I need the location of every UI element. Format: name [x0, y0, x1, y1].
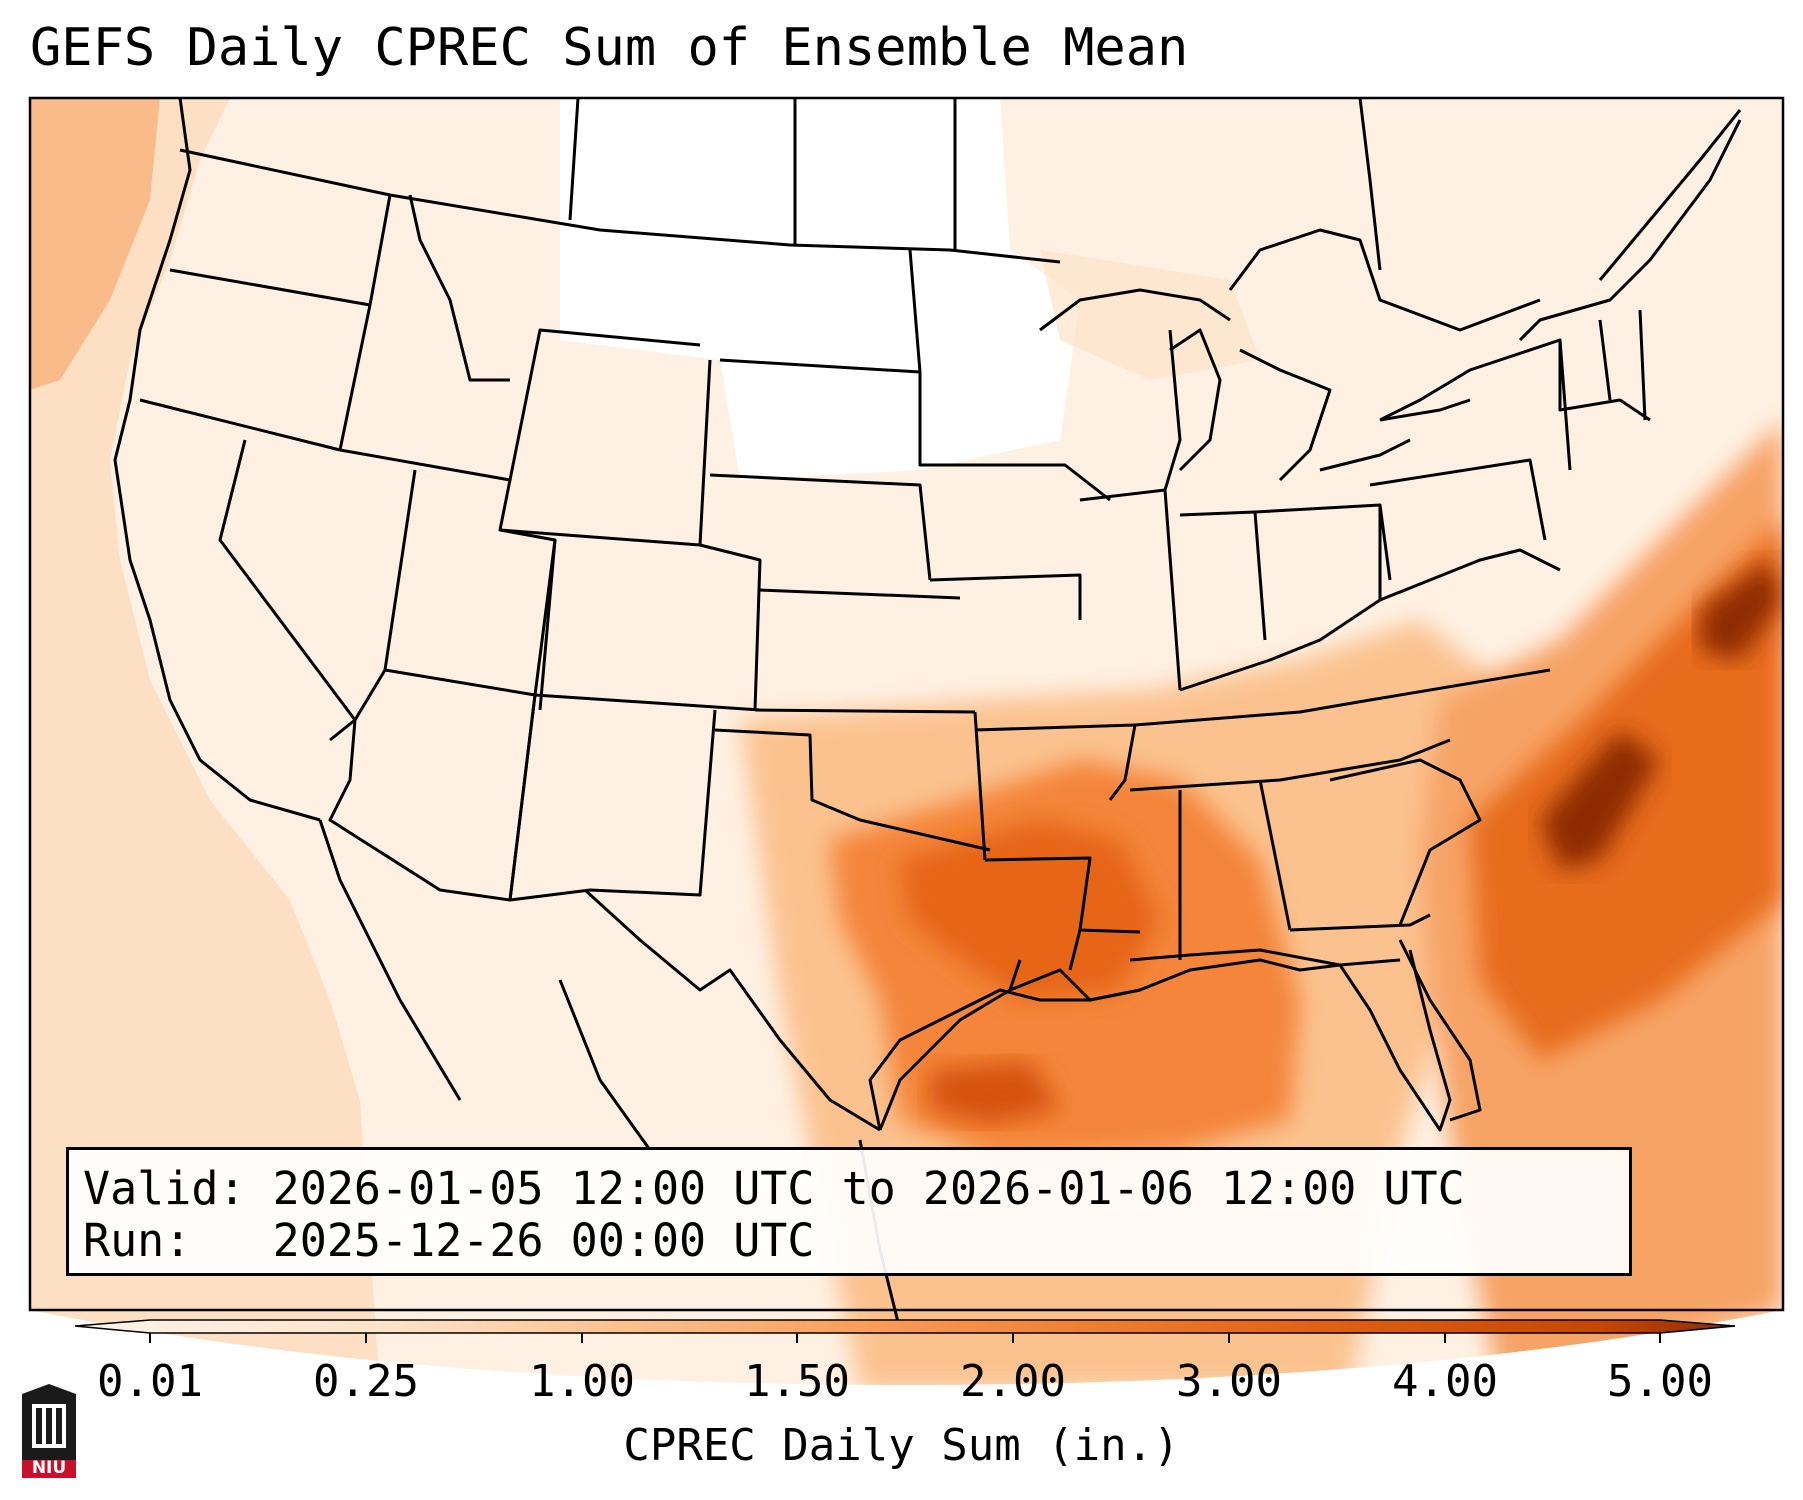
colorbar-label: CPREC Daily Sum (in.): [623, 1420, 1180, 1471]
dry-north-plains: [560, 98, 1080, 480]
colorbar-tick-label: 5.00: [1607, 1356, 1713, 1407]
page-title: GEFS Daily CPREC Sum of Ensemble Mean: [30, 18, 1189, 78]
colorbar-tick-label: 1.50: [744, 1356, 850, 1407]
colorbar-tick-label: 2.00: [960, 1356, 1066, 1407]
state-boundaries: [113, 98, 1742, 1331]
niu-logo-text: NIU: [31, 1458, 67, 1478]
valid-time-text: Valid: 2026-01-05 12:00 UTC to 2026-01-0…: [83, 1162, 1465, 1215]
run-time-text: Run: 2025-12-26 00:00 UTC: [83, 1214, 815, 1267]
atlantic-max: [1540, 730, 1660, 870]
colorbar-body: [74, 1319, 1736, 1334]
colorbar-ticks: [149, 1333, 1661, 1343]
valid-run-info-box: Valid: 2026-01-05 12:00 UTC to 2026-01-0…: [66, 1147, 1632, 1276]
pacific-precip: [30, 98, 380, 1385]
colorbar-tick-label: 4.00: [1392, 1356, 1498, 1407]
colorbar-tick-label: 0.01: [97, 1356, 203, 1407]
colorbar-tick-label: 1.00: [529, 1356, 635, 1407]
map-frame: [28, 96, 1785, 1312]
colorbar-tick-label: 3.00: [1176, 1356, 1282, 1407]
colorbar-tick-label: 0.25: [313, 1356, 419, 1407]
niu-logo: NIU: [18, 1382, 80, 1482]
colorbar: [74, 1319, 1736, 1343]
